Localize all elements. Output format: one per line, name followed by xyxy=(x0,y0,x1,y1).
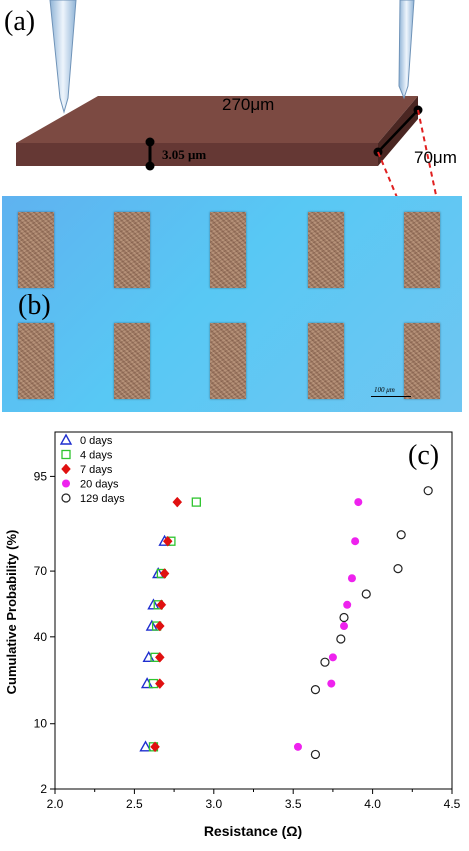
width-label: 70μm xyxy=(414,148,457,167)
x-tick-label: 4.5 xyxy=(444,797,461,811)
bar-schematic-svg: (a) 270μm 3.05 μm 70μm xyxy=(4,0,457,215)
data-point-series-2 xyxy=(159,568,170,579)
panel-b-micrograph xyxy=(2,196,462,412)
pad-r2-c4 xyxy=(308,323,344,399)
legend-marker-4 xyxy=(61,493,71,503)
y-tick-label: 95 xyxy=(34,469,48,483)
data-point-series-0 xyxy=(147,598,160,610)
legend-marker-3 xyxy=(62,479,70,488)
y-tick-label: 40 xyxy=(34,630,48,644)
legend-label-0: 0 days xyxy=(80,435,113,447)
data-point-series-3 xyxy=(328,653,337,662)
data-point-series-2 xyxy=(154,678,165,689)
pad-r1-c3 xyxy=(210,212,246,288)
legend-marker-1 xyxy=(61,449,71,460)
data-point-series-2 xyxy=(154,620,165,632)
data-point-series-0 xyxy=(139,740,152,752)
panel-b-label: (b) xyxy=(18,290,51,321)
data-point-series-4 xyxy=(336,634,346,644)
data-point-series-2 xyxy=(172,496,183,508)
bar-top-face xyxy=(16,96,418,143)
x-tick-label: 3.5 xyxy=(285,797,302,811)
legend-label-4: 129 days xyxy=(80,493,125,505)
pad-r1-c2 xyxy=(114,212,150,288)
thickness-dot-bottom xyxy=(145,161,155,171)
data-point-series-4 xyxy=(339,612,349,623)
x-tick-label: 2.0 xyxy=(47,797,64,811)
data-point-series-3 xyxy=(343,600,352,609)
data-point-series-3 xyxy=(347,574,356,583)
y-axis-label: Cumulative Probability (%) xyxy=(4,530,19,695)
data-point-series-1 xyxy=(191,497,201,507)
legend-label-3: 20 days xyxy=(80,479,119,491)
panel-c-label: (c) xyxy=(408,440,439,471)
y-tick-label: 70 xyxy=(34,564,48,578)
data-point-series-2 xyxy=(156,599,167,611)
cumulative-probability-chart: 2.0 2.5 3.0 3.5 4.0 4.5 2 10 40 70 95 0 days 4 day… xyxy=(4,431,461,839)
data-point-series-4 xyxy=(320,657,330,667)
data-point-series-2 xyxy=(162,535,173,547)
left-probe xyxy=(49,0,77,114)
panel-c-chart: 2.0 2.5 3.0 3.5 4.0 4.5 2 10 40 70 95 0 days 4 day… xyxy=(0,420,469,846)
panel-a-schematic: (a) 270μm 3.05 μm 70μm xyxy=(0,0,469,215)
pad-r2-c5 xyxy=(404,323,440,399)
width-marker xyxy=(377,109,419,153)
data-point-series-3 xyxy=(327,679,336,688)
data-point-series-3 xyxy=(340,622,349,631)
y-tick-label: 10 xyxy=(34,717,48,731)
legend-marker-0 xyxy=(59,433,73,445)
pad-r1-c5 xyxy=(404,212,440,288)
legend-marker-2 xyxy=(61,463,71,475)
thickness-label: 3.05 μm xyxy=(162,147,206,162)
thickness-dot-top xyxy=(145,137,155,147)
y-tick-label: 2 xyxy=(40,782,47,796)
right-probe xyxy=(398,0,415,100)
x-axis-label: Resistance (Ω) xyxy=(204,823,302,839)
data-point-series-3 xyxy=(351,537,360,546)
legend-label-1: 4 days xyxy=(80,450,113,462)
x-tick-label: 4.0 xyxy=(364,797,381,811)
data-point-series-2 xyxy=(154,651,165,663)
x-tick-label: 3.0 xyxy=(205,797,222,811)
scale-bar xyxy=(371,396,411,397)
pad-r2-c1 xyxy=(18,323,54,399)
pad-r2-c2 xyxy=(114,323,150,399)
data-point-series-4 xyxy=(393,564,403,574)
scale-bar-label: 100 μm xyxy=(374,386,395,394)
pad-r2-c3 xyxy=(210,323,246,399)
pad-r1-c4 xyxy=(308,212,344,288)
data-point-series-4 xyxy=(423,486,433,496)
data-point-series-3 xyxy=(354,498,363,507)
pad-r1-c1 xyxy=(18,212,54,288)
data-point-series-4 xyxy=(310,749,321,760)
x-tick-label: 2.5 xyxy=(126,797,143,811)
bar-front-face xyxy=(16,143,378,166)
data-point-series-4 xyxy=(361,589,371,599)
length-label: 270μm xyxy=(222,95,274,114)
legend-label-2: 7 days xyxy=(80,464,113,476)
data-point-series-3 xyxy=(293,742,302,751)
data-point-series-0 xyxy=(145,619,159,631)
panel-a-label: (a) xyxy=(4,6,35,37)
data-point-series-4 xyxy=(396,530,406,540)
data-point-series-2 xyxy=(150,741,160,753)
data-point-series-4 xyxy=(310,685,321,695)
